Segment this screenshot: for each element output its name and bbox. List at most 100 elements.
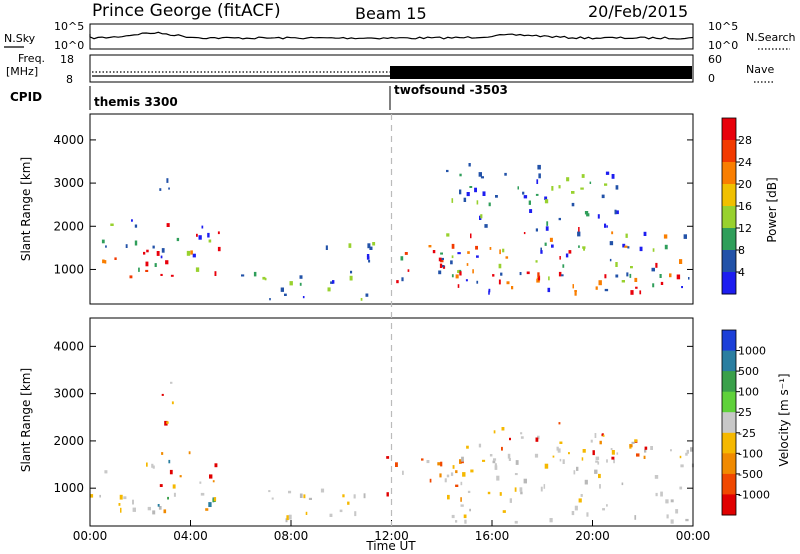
power-scatter-cell-7-10	[630, 290, 634, 295]
velocity-scatter-cell-6-5	[520, 436, 524, 439]
nave-label: Nave	[746, 63, 774, 76]
velocity-scatter-cell-5-70	[492, 460, 496, 464]
velocity-colorbar-label-4: -25	[738, 427, 756, 440]
power-scatter-cell-7-57	[643, 231, 647, 236]
velocity-scatter-cell-4-15	[467, 490, 471, 493]
power-scatter-cell-7-41	[484, 224, 488, 228]
velocity-scatter-cell-1-13	[161, 452, 164, 455]
power-scatter-cell-7-20	[559, 256, 561, 260]
velocity-scatter-cell-5-29	[686, 449, 689, 454]
freq-label-line1: Freq.	[18, 52, 45, 65]
power-scatter-cell-7-64	[523, 232, 526, 235]
power-scatter-cell-7-80	[627, 246, 630, 249]
power-colorbar-label: Power [dB]	[765, 177, 779, 242]
velocity-scatter-cell-1-16	[208, 502, 212, 507]
power-scatter-cell-9-18	[601, 194, 605, 199]
power-scatter-cell-7-23	[664, 244, 668, 250]
power-scatter-cell-4-15	[280, 287, 284, 292]
velocity-colorbar-segment-8	[722, 494, 736, 516]
power-scatter-cell-8-11	[615, 274, 619, 278]
velocity-scatter-cell-5-36	[460, 504, 464, 507]
power-scatter-cell-4-5	[350, 270, 353, 274]
power-scatter-cell-0-5	[146, 249, 149, 253]
power-scatter-cell-9-33	[584, 211, 589, 215]
power-scatter-cell-7-30	[676, 274, 681, 280]
velocity-scatter-cell-6-14	[636, 453, 640, 457]
power-scatter-cell-7-32	[549, 237, 553, 242]
power-scatter-cell-6-18	[441, 257, 444, 260]
power-scatter-cell-7-33	[438, 270, 442, 275]
velocity-scatter-cell-6-24	[629, 444, 633, 448]
power-scatter-cell-6-13	[467, 251, 470, 254]
noise-tick-top: 10^5	[54, 20, 84, 33]
power-scatter-cell-7-76	[624, 245, 628, 248]
power-scatter-cell-7-69	[457, 252, 461, 255]
power-scatter-cell-9-27	[544, 199, 549, 204]
velocity-scatter-cell-1-20	[168, 459, 171, 464]
velocity-scatter-cell-5-4	[544, 463, 549, 469]
velocity-scatter-cell-4-1	[402, 470, 404, 475]
power-colorbar-label-3: 16	[738, 200, 752, 213]
velocity-scatter-cell-5-0	[494, 465, 498, 470]
power-scatter-cell-4-6	[299, 282, 302, 286]
velocity-scatter-cell-0-0	[104, 470, 108, 474]
velocity-scatter-cell-6-20	[594, 433, 597, 438]
power-scatter-cell-7-19	[651, 267, 655, 272]
power-colorbar-segment-1	[722, 140, 736, 163]
power-scatter-cell-9-8	[468, 163, 471, 167]
power-scatter-cell-8-13	[561, 274, 564, 277]
power-scatter-cell-8-4	[629, 273, 632, 278]
power-scatter-cell-2-14	[214, 271, 217, 276]
power-scatter-cell-9-12	[528, 200, 531, 205]
velocity-scatter-cell-5-77	[650, 446, 653, 450]
velocity-scatter-cell-5-74	[584, 479, 588, 485]
velocity-scatter-cell-1-4	[205, 508, 209, 511]
velocity-scatter-cell-5-24	[578, 498, 582, 503]
power-scatter-cell-7-79	[652, 248, 655, 252]
velocity-scatter-cell-5-54	[509, 498, 512, 503]
power-scatter-cell-0-6	[102, 259, 105, 264]
power-scatter-cell-7-18	[578, 245, 580, 248]
power-scatter-cell-9-24	[580, 187, 584, 190]
power-scatter-cell-2-12	[201, 225, 204, 229]
velocity-scatter-cell-6-19	[582, 449, 586, 453]
velocity-scatter-cell-5-2	[631, 441, 635, 444]
velocity-scatter-cell-5-35	[515, 460, 519, 465]
power-scatter-cell-4-2	[349, 275, 353, 281]
velocity-scatter-cell-4-4	[437, 462, 441, 466]
date-label: 20/Feb/2015	[588, 2, 688, 21]
velocity-scatter-cell-5-31	[514, 473, 518, 476]
freq-panel-frame	[89, 54, 694, 83]
velocity-scatter-cell-5-65	[685, 518, 689, 522]
velocity-scatter-cell-3-1	[353, 494, 356, 499]
beam-label: Beam 15	[355, 4, 427, 23]
velocity-scatter-cell-5-81	[494, 463, 497, 466]
power-scatter-cell-9-21	[614, 209, 617, 215]
velocity-scatter-cell-3-9	[342, 494, 345, 498]
power-scatter-cell-5-7	[366, 256, 370, 260]
velocity-scatter-cell-2-4	[161, 393, 164, 396]
velocity-scatter-cell-6-11	[534, 453, 539, 458]
velocity-scatter-cell-1-14	[169, 469, 173, 475]
velocity-scatter-cell-1-19	[179, 475, 182, 478]
power-scatter-cell-6-6	[396, 280, 399, 284]
power-scatter-cell-9-2	[571, 202, 575, 207]
velocity-scatter-cell-5-39	[482, 459, 486, 462]
velocity-scatter-cell-0-11	[119, 494, 123, 500]
velocity-scatter-cell-5-23	[508, 458, 511, 461]
power-scatter-cell-9-13	[597, 214, 600, 219]
power-scatter-cell-7-29	[655, 262, 658, 268]
velocity-scatter-cell-3-15	[288, 514, 292, 520]
power-scatter-cell-7-65	[688, 277, 690, 280]
velocity-scatter-cell-0-12	[152, 465, 155, 469]
velocity-scatter-cell-4-2	[452, 465, 455, 469]
power-scatter-cell-7-66	[551, 244, 554, 248]
power-scatter-cell-6-10	[428, 245, 432, 248]
power-scatter-cell-7-61	[663, 234, 668, 239]
power-scatter-cell-9-1	[459, 189, 462, 195]
power-scatter-cell-7-77	[660, 281, 664, 285]
velocity-scatter-cell-5-66	[586, 512, 589, 517]
power-scatter-cell-9-29	[589, 181, 592, 184]
power-scatter-cell-2-16	[196, 233, 198, 237]
